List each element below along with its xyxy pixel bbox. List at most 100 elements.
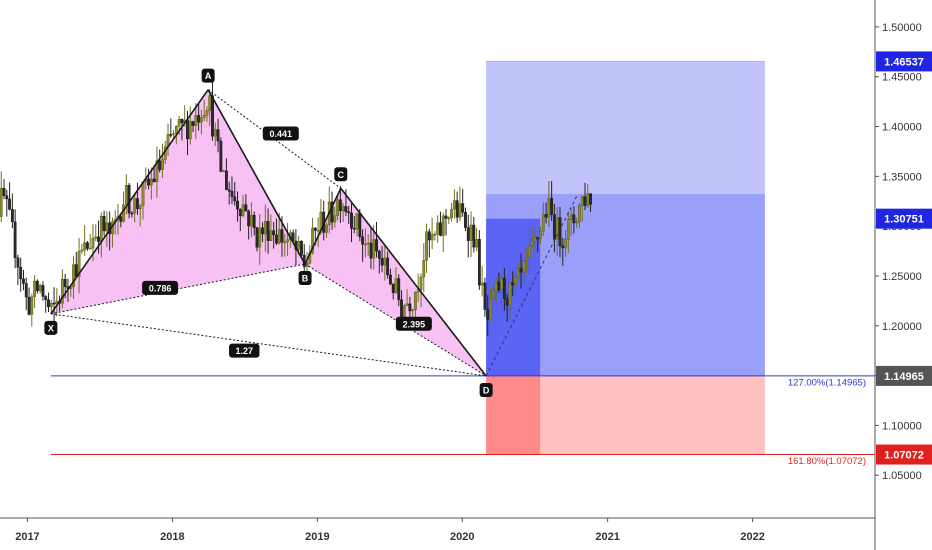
candle-body: [47, 299, 50, 308]
candle-body: [558, 217, 562, 246]
candle: [330, 191, 334, 230]
pattern-point-text: X: [48, 323, 54, 333]
candle-body: [316, 230, 320, 232]
candle-body: [330, 201, 334, 223]
candle-body: [230, 191, 234, 197]
candle: [225, 158, 228, 191]
candle: [97, 220, 100, 254]
candle-body: [530, 240, 534, 246]
candle-body: [91, 238, 95, 249]
candle-body: [511, 282, 515, 285]
candle: [49, 299, 53, 315]
candle: [122, 191, 125, 223]
candle-body: [180, 119, 184, 124]
candle: [419, 273, 423, 308]
candle: [389, 268, 392, 286]
candle: [244, 194, 248, 212]
candle-body: [19, 267, 23, 280]
candle-body: [127, 185, 131, 214]
candle-body: [133, 198, 137, 214]
profit-zone-upper: [486, 61, 765, 194]
candle-body: [355, 213, 359, 230]
candle-body: [286, 239, 289, 243]
leg-bc: [304, 187, 342, 265]
candle: [272, 221, 276, 249]
candle-body: [24, 283, 28, 298]
candle: [586, 184, 590, 208]
candle-body: [455, 200, 459, 218]
candle: [450, 202, 453, 222]
candle: [528, 229, 531, 275]
candle: [539, 226, 542, 245]
candle: [0, 171, 3, 223]
candle: [547, 181, 551, 227]
candle-body: [580, 196, 584, 206]
y-tick-label: 1.45000: [882, 72, 922, 84]
candle: [439, 211, 442, 237]
candle-body: [247, 210, 251, 227]
candle-body: [10, 209, 14, 223]
candle-body: [439, 222, 442, 236]
candle: [333, 206, 337, 228]
candle-body: [233, 196, 237, 202]
candle: [525, 248, 529, 274]
y-tick-label: 1.25000: [882, 271, 922, 283]
candle: [561, 237, 565, 266]
candle-body: [516, 268, 520, 277]
pattern-point-bg: [44, 320, 58, 335]
candle: [352, 215, 356, 234]
candle-body: [564, 239, 567, 249]
candle-body: [583, 196, 587, 206]
candle-body: [436, 222, 440, 235]
candle-body: [575, 221, 579, 224]
price-badge-bg: [876, 51, 932, 72]
candle-body: [586, 193, 590, 206]
ratio-line-bd: [304, 263, 487, 377]
candle: [497, 272, 501, 293]
candle: [188, 106, 192, 145]
candle: [511, 271, 515, 297]
candle: [411, 308, 415, 317]
candle-body: [44, 296, 48, 300]
candle: [227, 181, 231, 205]
candle: [477, 230, 481, 290]
candle: [489, 288, 492, 323]
candle-body: [425, 231, 428, 261]
candle: [553, 203, 556, 253]
candle-body: [333, 215, 337, 223]
candle-body: [547, 197, 551, 218]
candle: [275, 218, 278, 246]
candle-body: [578, 205, 581, 222]
ratio-label-text: 0.786: [149, 283, 172, 293]
candle: [427, 228, 431, 258]
candle-body: [77, 250, 81, 277]
candle: [119, 214, 123, 228]
candle-body: [0, 188, 3, 217]
candle-body: [152, 178, 156, 183]
pattern-point-bg: [479, 382, 493, 397]
candle-body: [86, 242, 89, 249]
ratio-label-bg: [229, 343, 260, 358]
candle-body: [258, 227, 262, 248]
candle: [216, 118, 220, 153]
candle-body: [502, 278, 506, 300]
candle: [469, 211, 473, 257]
ratio-label: 1.27: [229, 343, 260, 358]
candle: [436, 215, 440, 243]
candle-body: [33, 280, 36, 297]
candle: [86, 240, 89, 251]
candle: [447, 216, 451, 224]
candle: [464, 207, 467, 232]
candle-body: [149, 178, 153, 186]
candle-body: [533, 237, 537, 242]
x-tick-label: 2018: [160, 531, 184, 543]
candle: [400, 290, 403, 319]
pattern-point-b: B: [298, 271, 312, 286]
candle-body: [347, 211, 351, 214]
candle: [47, 292, 50, 313]
candle-body: [419, 276, 423, 291]
candle-body: [2, 188, 6, 196]
candle: [252, 211, 256, 236]
candle: [19, 257, 23, 292]
candle-body: [74, 264, 78, 277]
